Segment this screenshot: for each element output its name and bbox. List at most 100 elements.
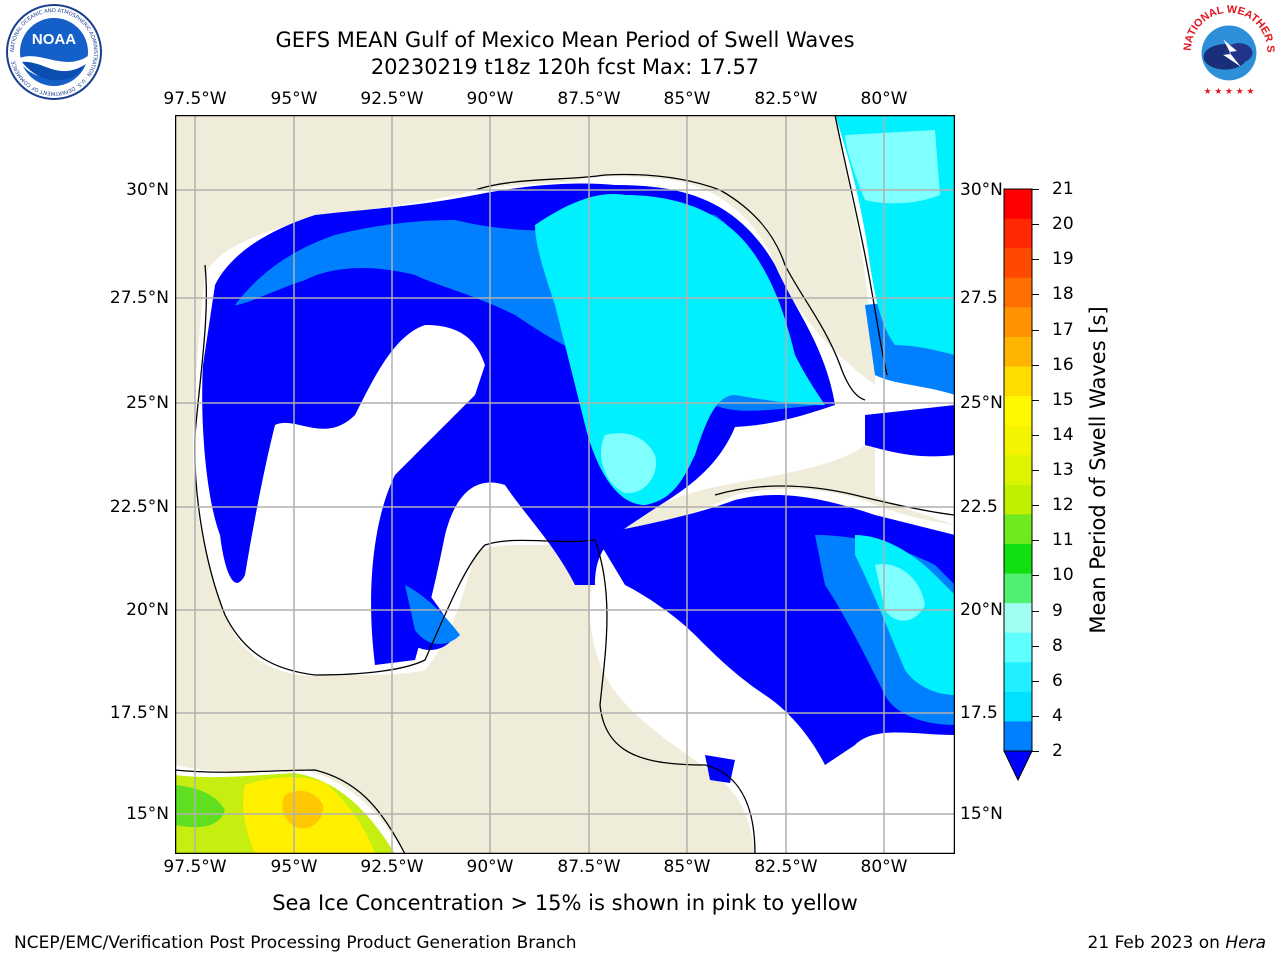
- colorbar-tick-mark: [1032, 610, 1039, 612]
- colorbar-tick-label: 20: [1052, 214, 1074, 235]
- graticule: [175, 115, 955, 854]
- colorbar-tick-label: 13: [1052, 460, 1074, 480]
- swell-band-pacific: [282, 790, 324, 829]
- footer-credit: NCEP/EMC/Verification Post Processing Pr…: [14, 933, 577, 953]
- colorbar-tick-mark: [1032, 364, 1039, 366]
- colorbar-tick-mark: [1032, 189, 1039, 190]
- lat-label-right: 22.5: [960, 497, 998, 517]
- colorbar-segment: [1004, 218, 1032, 249]
- lon-label-bottom: 80°W: [860, 857, 908, 877]
- colorbar-tick-label: 19: [1052, 249, 1074, 270]
- colorbar-tick-label: 9: [1052, 600, 1063, 621]
- coastline: [194, 264, 596, 676]
- colorbar-segment: [1004, 514, 1032, 545]
- noaa-logo: NOAA NATIONAL OCEANIC AND ATMOSPHERIC AD…: [6, 4, 102, 100]
- coastline: [474, 173, 866, 401]
- lon-label-bottom: 92.5°W: [360, 857, 424, 877]
- colorbar-segment: [1004, 248, 1032, 279]
- lat-label-right: 20°N: [960, 600, 1003, 620]
- colorbar-tick-mark: [1032, 645, 1039, 647]
- colorbar-tick-label: 12: [1052, 495, 1074, 516]
- noaa-logo-text: NOAA: [32, 31, 76, 48]
- lon-label-top: 92.5°W: [360, 89, 424, 109]
- chart-title: GEFS MEAN Gulf of Mexico Mean Period of …: [275, 28, 855, 52]
- colorbar-segment: [1004, 691, 1032, 722]
- colorbar-tick-mark: [1032, 751, 1039, 752]
- colorbar-extend-arrow: [1003, 750, 1033, 782]
- coastline: [175, 769, 406, 854]
- colorbar-segment: [1004, 484, 1032, 515]
- footer-date: 21 Feb 2023 on Hera: [1088, 933, 1266, 953]
- lon-label-top: 85°W: [663, 89, 711, 109]
- coastline: [714, 485, 955, 516]
- colorbar-tick-mark: [1032, 224, 1039, 226]
- colorbar-segment: [1004, 366, 1032, 397]
- svg-text:★ ★ ★ ★ ★: ★ ★ ★ ★ ★: [1204, 87, 1255, 97]
- colorbar-tick-label: 15: [1052, 389, 1074, 410]
- colorbar-tick-mark: [1032, 399, 1039, 401]
- colorbar-tick-mark: [1032, 294, 1039, 296]
- colorbar: [1003, 188, 1033, 782]
- colorbar-tick-label: 8: [1052, 635, 1063, 656]
- colorbar-segment: [1004, 307, 1032, 338]
- lon-label-bottom: 85°W: [663, 857, 711, 877]
- colorbar-tick-label: 4: [1052, 705, 1063, 726]
- footer-host: Hera: [1225, 933, 1266, 953]
- swell-band-6-8: [535, 194, 825, 505]
- lon-label-bottom: 87.5°W: [557, 857, 621, 877]
- colorbar-segment: [1004, 543, 1032, 575]
- chart-subtitle: 20230219 t18z 120h fcst Max: 17.57: [370, 55, 760, 79]
- colorbar-tick-mark: [1032, 680, 1039, 682]
- colorbar-tick-mark: [1032, 470, 1039, 471]
- lon-label-top: 82.5°W: [754, 89, 818, 109]
- colorbar-segment: [1004, 455, 1032, 486]
- lat-label-left: 20°N: [126, 600, 169, 620]
- lat-label-left: 22.5°N: [109, 497, 169, 517]
- colorbar-tick-label: 10: [1052, 565, 1074, 586]
- colorbar-segment: [1004, 189, 1032, 220]
- lon-label-bottom: 97.5°W: [163, 857, 227, 877]
- colorbar-tick-mark: [1032, 329, 1039, 331]
- sea-ice-note: Sea Ice Concentration > 15% is shown in …: [272, 891, 858, 915]
- lon-label-top: 90°W: [466, 89, 514, 109]
- colorbar-label: Mean Period of Swell Waves [s]: [1086, 306, 1110, 634]
- colorbar-tick-mark: [1032, 434, 1039, 436]
- swell-band-pacific: [175, 785, 225, 828]
- colorbar-segment: [1004, 603, 1032, 634]
- colorbar-tick-mark: [1032, 575, 1039, 577]
- colorbar-segment: [1004, 632, 1032, 663]
- lon-label-bottom: 90°W: [466, 857, 514, 877]
- coastline: [834, 115, 888, 376]
- lon-label-top: 97.5°W: [163, 89, 227, 109]
- gulf-map: [175, 115, 955, 854]
- lat-label-left: 15°N: [126, 804, 169, 824]
- lat-label-left: 17.5°N: [109, 703, 169, 723]
- colorbar-segment: [1004, 277, 1032, 308]
- colorbar-tick-label: 6: [1052, 670, 1063, 691]
- lat-label-right: 27.5: [960, 288, 998, 308]
- swell-band-8-9: [875, 564, 925, 621]
- colorbar-segment: [1004, 573, 1032, 604]
- lat-label-left: 27.5°N: [109, 288, 169, 308]
- lat-label-right: 17.5: [960, 703, 998, 723]
- lon-label-top: 87.5°W: [557, 89, 621, 109]
- lat-label-left: 30°N: [126, 180, 169, 200]
- lon-label-top: 80°W: [860, 89, 908, 109]
- swell-band-8-9: [845, 130, 940, 204]
- footer-date-text: 21 Feb 2023 on: [1087, 933, 1226, 953]
- lat-label-right: 30°N: [960, 180, 1003, 200]
- colorbar-segment: [1004, 721, 1032, 752]
- lon-label-top: 95°W: [270, 89, 318, 109]
- colorbar-segment: [1004, 336, 1032, 367]
- lat-label-left: 25°N: [126, 393, 169, 413]
- swell-band-4-6: [405, 585, 460, 645]
- lon-label-bottom: 82.5°W: [754, 857, 818, 877]
- colorbar-segment: [1004, 396, 1032, 427]
- lat-label-right: 25°N: [960, 393, 1003, 413]
- colorbar-tick-mark: [1032, 505, 1039, 507]
- colorbar-segment: [1004, 662, 1032, 693]
- lon-label-bottom: 95°W: [270, 857, 318, 877]
- colorbar-tick-label: 2: [1052, 741, 1063, 761]
- colorbar-tick-mark: [1032, 540, 1039, 542]
- colorbar-tick-mark: [1032, 715, 1039, 717]
